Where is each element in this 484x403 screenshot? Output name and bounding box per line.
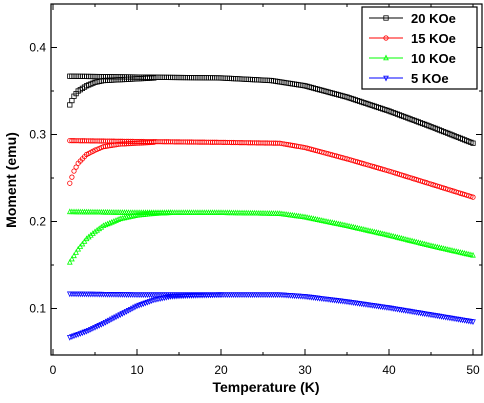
data-point-zfc (73, 249, 79, 255)
data-point-zfc (69, 174, 75, 180)
series-2 (66, 208, 476, 265)
data-point-zfc (90, 230, 96, 236)
x-tick-label: 0 (50, 363, 57, 377)
data-point-zfc (73, 164, 79, 170)
legend-label: 10 KOe (411, 51, 456, 66)
data-point-zfc (79, 240, 86, 247)
x-tick-label: 40 (382, 363, 396, 377)
data-point-zfc (87, 231, 94, 238)
data-point-zfc (98, 223, 105, 230)
y-axis-title: Moment (emu) (3, 132, 19, 228)
data-point-zfc (149, 139, 155, 146)
data-point-fc (470, 194, 476, 200)
data-point-zfc (77, 243, 84, 249)
data-point-zfc (71, 168, 77, 174)
x-axis-title: Temperature (K) (212, 379, 319, 395)
data-point-zfc (81, 238, 88, 244)
data-point-fc (468, 193, 474, 200)
data-point-zfc (94, 226, 100, 233)
legend-label: 20 KOe (411, 11, 456, 26)
legend-label: 5 KOe (411, 71, 449, 86)
legend-marker (383, 54, 389, 61)
y-tick-label: 0.4 (29, 41, 46, 55)
data-point-zfc (108, 218, 115, 225)
legend-box (361, 6, 478, 90)
x-tick-label: 10 (130, 363, 144, 377)
legend-label: 15 KOe (411, 31, 456, 46)
legend: 20 KOe 15 KOe 10 KOe 5 KOe (361, 6, 478, 90)
data-point-fc (470, 140, 476, 146)
data-point-zfc (69, 255, 75, 262)
data-point-zfc (218, 292, 224, 299)
data-point-zfc (75, 245, 82, 252)
data-point-zfc (96, 225, 103, 232)
data-point-zfc (113, 217, 119, 223)
data-point-zfc (102, 221, 109, 228)
y-tick-label: 0.3 (29, 128, 46, 142)
legend-marker (383, 15, 389, 21)
data-point-fc (470, 319, 476, 326)
axes-layer: 0 10 20 30 40 50 0.1 0.2 0.3 0.4 (29, 3, 482, 377)
legend-marker (383, 75, 389, 82)
data-point-zfc (71, 252, 77, 259)
series-layer (66, 73, 476, 341)
data-point-zfc (100, 222, 107, 229)
data-point-zfc (92, 228, 98, 235)
data-point-zfc (67, 180, 73, 186)
data-point-fc (470, 251, 476, 258)
data-point-zfc (104, 220, 111, 227)
y-tick-label: 0.1 (29, 302, 46, 316)
data-point-zfc (151, 139, 157, 145)
x-tick-label: 20 (214, 363, 228, 377)
x-tick-label: 50 (466, 363, 480, 377)
data-point-zfc (106, 219, 113, 226)
x-tick-label: 30 (298, 363, 312, 377)
data-point-zfc (111, 218, 117, 224)
series-3 (66, 291, 476, 341)
data-point-zfc (66, 258, 73, 265)
data-point-zfc (115, 216, 121, 222)
data-point-zfc (83, 235, 90, 242)
series-0 (67, 73, 476, 146)
legend-marker (383, 35, 389, 41)
data-point-zfc (167, 209, 174, 216)
y-tick-label: 0.2 (29, 215, 46, 229)
data-point-zfc (85, 233, 92, 240)
data-point-zfc (151, 75, 157, 81)
series-1 (67, 137, 476, 200)
